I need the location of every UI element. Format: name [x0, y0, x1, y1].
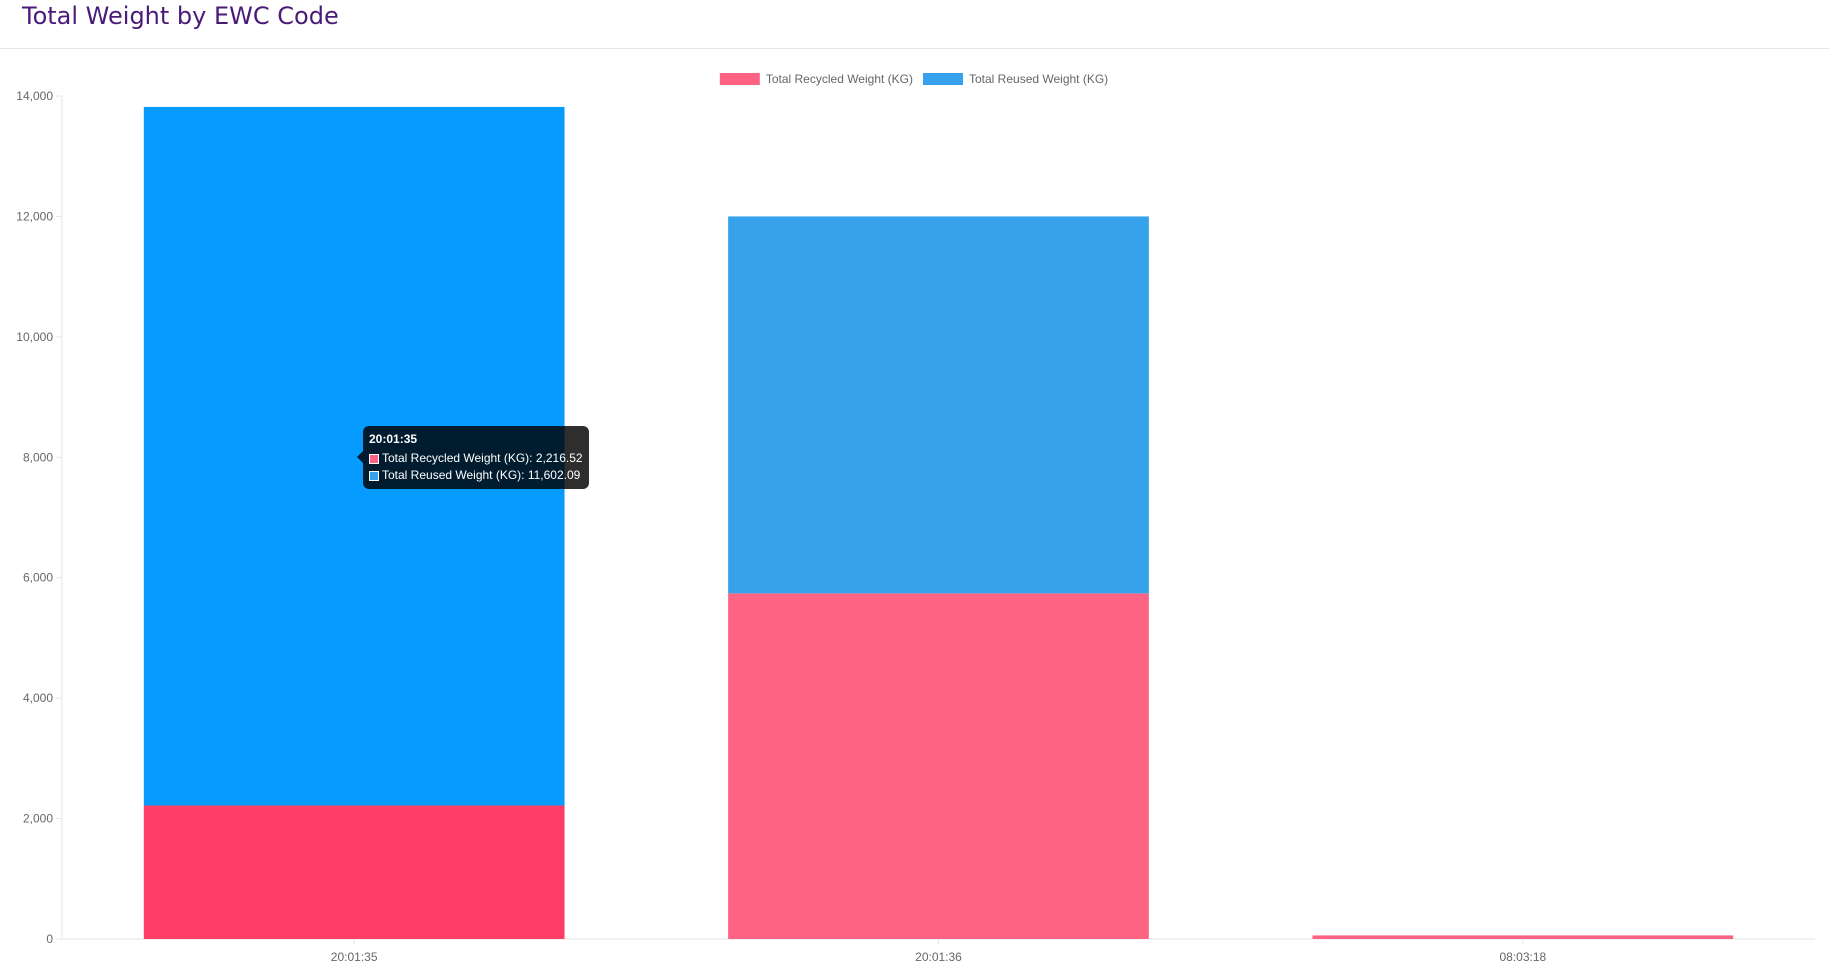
legend-item-reused[interactable]: Total Reused Weight (KG) [923, 72, 1108, 86]
chart-header: Total Weight by EWC Code [0, 0, 1829, 49]
tooltip-title: 20:01:35 [369, 432, 418, 446]
tooltip-row-recycled: Total Recycled Weight (KG): 2,216.52 [369, 450, 583, 467]
legend-item-recycled[interactable]: Total Recycled Weight (KG) [719, 72, 913, 86]
y-tick-label: 6,000 [23, 571, 53, 585]
tooltip-row-reused: Total Reused Weight (KG): 11,602.09 [369, 467, 583, 484]
y-tick-label: 2,000 [23, 812, 53, 826]
bar-series [143, 106, 1734, 939]
x-tick-label: 20:01:35 [331, 950, 378, 964]
tooltip-swatch-reused [369, 470, 379, 481]
tooltip-swatch-recycled [369, 453, 379, 464]
y-axis: 0 2,000 4,000 6,000 8,000 10,000 12,000 14,000 [16, 89, 63, 946]
y-tick-label: 0 [46, 932, 53, 946]
legend-label: Total Recycled Weight (KG) [766, 72, 913, 86]
tooltip-text-recycled: Total Recycled Weight (KG): 2,216.52 [382, 451, 583, 465]
bar-recycled-2[interactable] [1312, 935, 1734, 939]
y-tick-label: 4,000 [23, 691, 53, 705]
legend-swatch [923, 73, 963, 85]
y-tick-label: 10,000 [16, 330, 53, 344]
page-title: Total Weight by EWC Code [22, 2, 339, 30]
tooltip-text-reused: Total Reused Weight (KG): 11,602.09 [382, 468, 581, 482]
stacked-bar-chart: 02,0004,0006,0008,00010,00012,00014,000 … [16, 72, 1815, 964]
y-tick-label: 14,000 [16, 89, 53, 103]
legend-label: Total Reused Weight (KG) [969, 72, 1108, 86]
tooltip-caret [357, 451, 363, 463]
legend-swatch [719, 73, 760, 85]
chart-tooltip: 20:01:35 Total Recycled Weight (KG): 2,2… [363, 426, 589, 489]
x-tick-label: 08:03:18 [1499, 950, 1546, 964]
chart-legend: Total Recycled Weight (KG) Total Reused W… [719, 72, 1108, 86]
y-tick-label: 8,000 [23, 450, 53, 464]
x-tick-label: 20:01:36 [915, 950, 962, 964]
chart-area: 0 2,000 4,000 6,000 8,000 10,000 12,000 14,000 … [0, 49, 1829, 975]
bar-recycled-0[interactable] [143, 805, 565, 939]
bar-reused-1[interactable] [728, 216, 1149, 594]
bar-recycled-1[interactable] [728, 593, 1149, 939]
y-tick-label: 12,000 [16, 209, 53, 223]
x-axis: 20:01:35 20:01:36 08:03:18 [62, 938, 1815, 964]
